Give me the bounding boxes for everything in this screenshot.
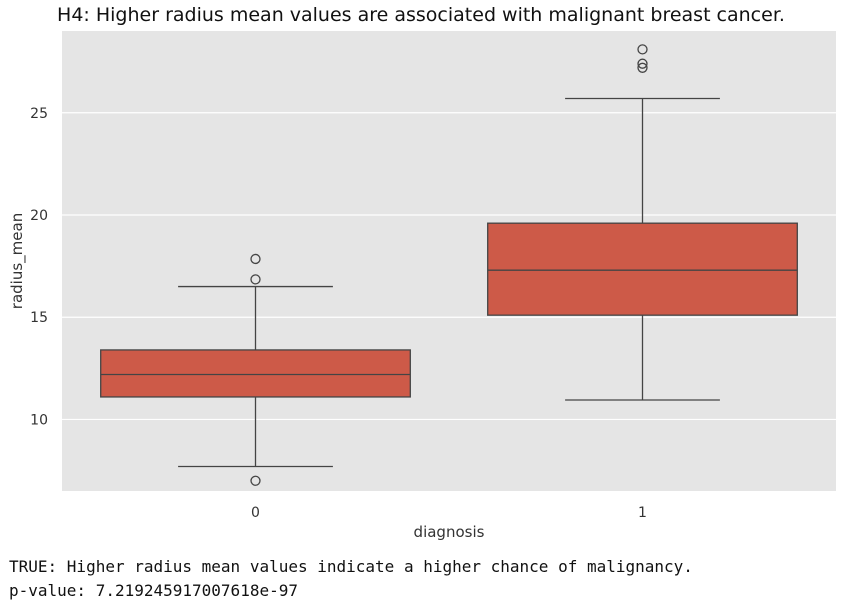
box-1 xyxy=(487,44,798,401)
y-tick-label: 15 xyxy=(30,310,48,326)
p-value-line: p-value: 7.219245917007618e-97 xyxy=(9,581,298,600)
outlier-point xyxy=(637,62,648,73)
boxes xyxy=(100,44,798,486)
iqr-box xyxy=(487,222,798,316)
y-tick-label: 20 xyxy=(30,208,48,224)
x-tick-label: 0 xyxy=(251,505,260,521)
outlier-point xyxy=(637,58,648,69)
outlier-point xyxy=(250,274,261,285)
y-tick-label: 10 xyxy=(30,412,48,428)
y-tick-label: 25 xyxy=(30,106,48,122)
result-line: TRUE: Higher radius mean values indicate… xyxy=(9,557,693,576)
outlier-point xyxy=(637,44,648,55)
iqr-box xyxy=(100,349,411,398)
y-tick-labels: 10 15 20 25 xyxy=(30,106,48,429)
y-axis-label: radius_mean xyxy=(8,213,27,309)
outlier-point xyxy=(250,475,261,486)
x-tick-label: 1 xyxy=(638,505,647,521)
box-0 xyxy=(100,253,411,486)
chart-title: H4: Higher radius mean values are associ… xyxy=(57,4,785,26)
cell-output: TRUE: Higher radius mean values indicate… xyxy=(9,555,693,603)
x-axis-label: diagnosis xyxy=(414,523,485,541)
gridlines xyxy=(62,112,836,421)
outlier-point xyxy=(250,253,261,265)
